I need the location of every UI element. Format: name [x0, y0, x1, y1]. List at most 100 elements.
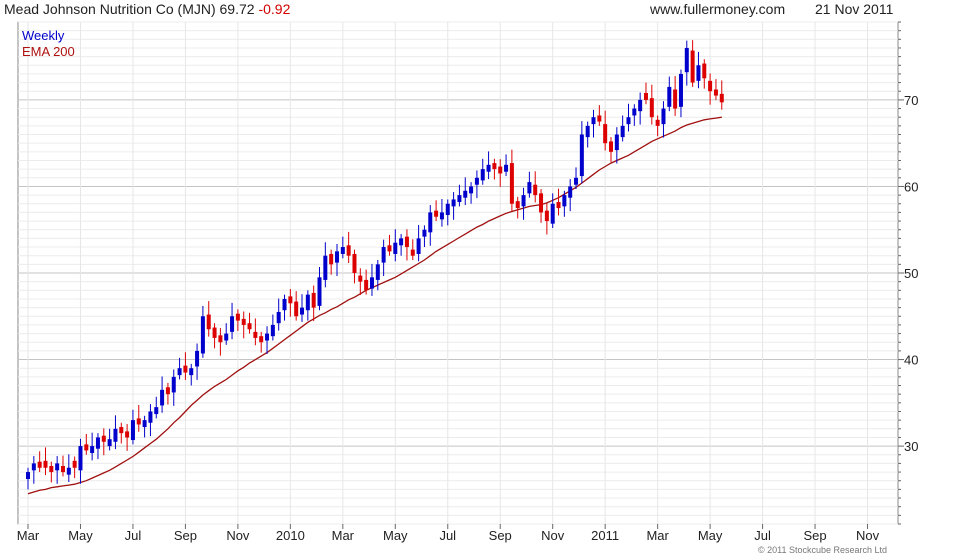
candle-body [626, 117, 631, 125]
candle [457, 184, 462, 207]
candle-body [154, 407, 159, 415]
candle [678, 69, 683, 118]
candle-body [509, 163, 514, 204]
candle [311, 285, 316, 322]
x-tick-label: Nov [856, 528, 880, 543]
candle [189, 363, 194, 386]
candle [480, 158, 485, 185]
candle [49, 461, 54, 483]
candle [410, 239, 415, 261]
candle-body [177, 368, 182, 376]
website-link[interactable]: www.fullermoney.com [650, 1, 786, 17]
candle [585, 121, 590, 148]
candle [568, 179, 573, 212]
candle [125, 424, 130, 451]
candle [95, 433, 100, 460]
candle [352, 249, 357, 284]
candle-body [195, 350, 200, 367]
candle-body [136, 418, 141, 425]
y-tick-label: 50 [904, 266, 918, 281]
candle [37, 451, 42, 473]
candle-body [579, 134, 584, 177]
candle [235, 309, 240, 331]
candle-body [533, 184, 538, 196]
candle [177, 357, 182, 380]
candle [154, 396, 159, 419]
candle-body [550, 203, 555, 224]
candle [218, 327, 223, 356]
candle-body [643, 92, 648, 100]
candle [591, 109, 596, 138]
x-tick-label: Sep [174, 528, 197, 543]
y-axis: 30 40 50 60 70 [898, 21, 918, 525]
candle [527, 171, 532, 198]
candle [393, 229, 398, 262]
candle-body [439, 212, 444, 220]
candle-body [416, 238, 421, 254]
candle [241, 311, 246, 339]
candle [346, 231, 351, 264]
candle-body [235, 313, 240, 321]
candle-body [37, 461, 42, 468]
candle-body [358, 275, 363, 282]
x-tick-label: Jul [125, 528, 142, 543]
candle [445, 199, 450, 226]
candle [486, 151, 491, 180]
copyright-notice: © 2011 Stockcube Research Ltd [758, 545, 888, 555]
candle-body [183, 365, 188, 373]
candle-body [375, 264, 380, 280]
candle-body [591, 117, 596, 125]
candle-body [323, 255, 328, 280]
candle-body [690, 50, 695, 83]
candle [300, 294, 305, 322]
candle-body [247, 323, 252, 330]
price-change: -0.92 [258, 1, 291, 17]
candle-body [305, 294, 310, 311]
candle-body [469, 186, 474, 194]
candle-body [556, 202, 561, 209]
ema-line-group [27, 116, 722, 495]
candle-body [90, 446, 95, 454]
chart-date: 21 Nov 2011 [815, 1, 894, 17]
candle-body [253, 331, 258, 338]
x-tick-label: May [698, 528, 723, 543]
candle [515, 196, 520, 219]
candle-body [270, 324, 275, 337]
candle-body [486, 164, 491, 172]
candle-body [498, 166, 503, 174]
chart-title: Mead Johnson Nutrition Co (MJN) 69.72 [4, 1, 255, 17]
candle [305, 290, 310, 321]
x-tick-label: Sep [803, 528, 826, 543]
candle-body [719, 93, 724, 103]
candle [72, 456, 77, 479]
candle [200, 305, 205, 358]
candle-body [655, 119, 660, 126]
candle [702, 59, 707, 89]
candle [113, 415, 118, 450]
x-tick-label: May [68, 528, 93, 543]
candle-body [200, 316, 205, 354]
candle-body [410, 249, 415, 256]
candle [276, 298, 281, 331]
candle-body [352, 253, 357, 273]
candle-body [562, 195, 567, 207]
candle-body [171, 376, 176, 393]
candle [101, 428, 106, 456]
candle-body [404, 236, 409, 248]
candle-body [294, 301, 299, 317]
candle-body [55, 463, 60, 471]
candle-body [574, 177, 579, 185]
candle-body [317, 277, 322, 306]
chart-header: Mead Johnson Nutrition Co (MJN) 69.72 -0… [0, 0, 900, 20]
candle [270, 314, 275, 341]
x-tick-label: Sep [489, 528, 512, 543]
candle-body [259, 336, 264, 343]
candle-body [66, 467, 71, 475]
candle-body [113, 428, 118, 442]
candle [259, 331, 264, 353]
x-tick-label: 2010 [276, 528, 305, 543]
candle-body [148, 411, 153, 423]
candle [649, 84, 654, 125]
x-tick-label: Mar [332, 528, 355, 543]
